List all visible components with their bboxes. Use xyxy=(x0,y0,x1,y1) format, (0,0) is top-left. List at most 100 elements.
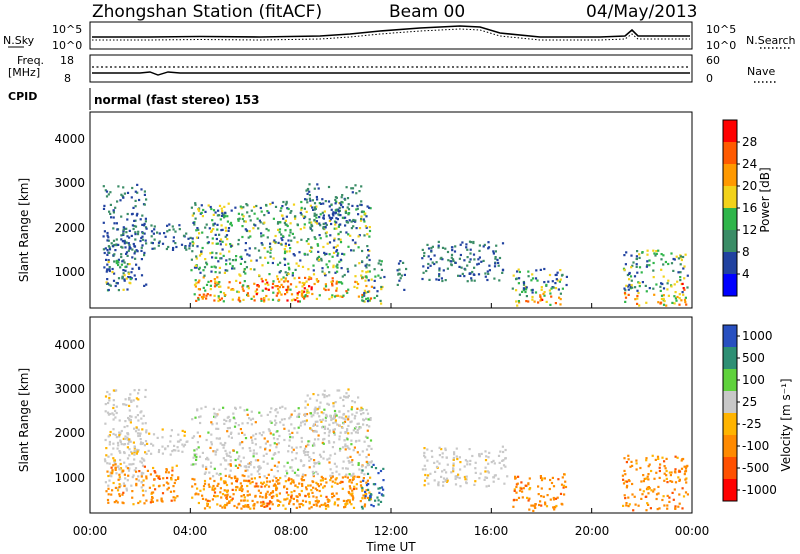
range-time-cell xyxy=(374,499,377,502)
range-time-cell xyxy=(315,496,318,499)
range-time-cell xyxy=(114,206,117,209)
range-time-cell xyxy=(225,243,228,246)
range-time-cell xyxy=(108,393,111,396)
range-time-cell xyxy=(133,446,136,449)
range-time-cell xyxy=(669,474,672,477)
range-time-cell xyxy=(214,450,218,453)
range-time-cell xyxy=(254,443,257,446)
range-time-cell xyxy=(306,288,309,291)
range-time-cell xyxy=(349,493,352,496)
range-time-cell xyxy=(337,213,340,216)
range-time-cell xyxy=(531,277,535,280)
range-time-cell xyxy=(431,245,434,248)
range-time-cell xyxy=(678,293,681,296)
range-time-cell xyxy=(314,420,317,423)
range-time-cell xyxy=(522,287,525,290)
range-time-cell xyxy=(632,509,635,512)
range-time-cell xyxy=(343,273,346,277)
range-time-cell xyxy=(315,407,318,411)
range-time-cell xyxy=(105,270,108,273)
range-time-cell xyxy=(214,453,217,456)
range-time-cell xyxy=(672,498,675,501)
range-time-cell xyxy=(478,477,481,480)
range-time-cell xyxy=(226,427,229,430)
range-time-cell xyxy=(241,225,244,228)
range-time-cell xyxy=(230,499,233,502)
range-time-cell xyxy=(194,217,197,220)
range-time-cell xyxy=(550,481,554,485)
range-time-cell xyxy=(372,505,375,508)
range-time-cell xyxy=(259,491,262,494)
range-time-cell xyxy=(686,464,689,467)
range-time-cell xyxy=(365,297,368,300)
range-time-cell xyxy=(421,257,424,260)
range-time-cell xyxy=(356,204,359,208)
range-time-cell xyxy=(130,271,133,274)
range-time-cell xyxy=(451,249,454,252)
range-time-cell xyxy=(483,478,486,481)
range-time-cell xyxy=(660,282,663,285)
range-time-cell xyxy=(525,286,528,289)
range-time-cell xyxy=(625,480,629,483)
range-time-cell xyxy=(246,413,249,416)
range-time-cell xyxy=(662,287,666,290)
range-time-cell xyxy=(124,265,127,269)
range-time-cell xyxy=(274,419,277,422)
range-time-cell xyxy=(450,264,453,267)
range-time-cell xyxy=(246,469,249,472)
range-time-cell xyxy=(441,456,444,459)
range-time-cell xyxy=(304,453,307,457)
range-time-cell xyxy=(453,453,456,456)
range-time-cell xyxy=(106,234,109,237)
range-time-cell xyxy=(645,457,648,460)
range-time-cell xyxy=(306,295,309,298)
range-time-cell xyxy=(246,253,249,256)
range-time-cell xyxy=(330,222,333,226)
range-time-cell xyxy=(316,183,319,186)
range-time-cell xyxy=(139,432,142,435)
range-time-cell xyxy=(316,222,319,225)
range-time-cell xyxy=(656,455,660,458)
range-time-cell xyxy=(260,299,263,302)
range-time-cell xyxy=(224,211,227,214)
range-time-cell xyxy=(658,507,661,510)
range-time-cell xyxy=(376,496,379,499)
station-title: Zhongshan Station (fitACF) xyxy=(92,2,322,22)
range-time-cell xyxy=(227,463,230,466)
range-time-cell xyxy=(287,478,290,481)
range-time-cell xyxy=(340,200,343,204)
range-time-cell xyxy=(339,447,342,450)
range-time-cell xyxy=(315,279,319,282)
range-time-cell xyxy=(298,251,301,254)
range-time-cell xyxy=(288,433,291,436)
range-time-cell xyxy=(424,468,427,471)
range-time-cell xyxy=(248,417,251,420)
range-time-cell xyxy=(223,489,226,492)
range-time-cell xyxy=(657,301,660,304)
range-time-cell xyxy=(247,287,250,290)
colorbar-tick-label: 4 xyxy=(742,267,750,281)
range-time-cell xyxy=(143,222,146,225)
range-time-cell xyxy=(314,500,317,503)
range-time-cell xyxy=(106,498,110,502)
range-time-cell xyxy=(357,235,360,238)
range-time-cell xyxy=(521,290,524,293)
range-time-cell xyxy=(657,249,660,252)
range-time-cell xyxy=(238,296,241,299)
range-time-cell xyxy=(273,239,276,242)
range-time-cell xyxy=(250,209,253,212)
range-time-cell xyxy=(441,246,445,249)
range-time-cell xyxy=(681,282,684,285)
range-time-cell xyxy=(267,211,270,214)
range-time-cell xyxy=(310,428,313,431)
range-time-cell xyxy=(226,220,229,223)
range-time-cell xyxy=(226,430,229,433)
range-time-cell xyxy=(396,283,399,286)
range-time-cell xyxy=(212,489,216,492)
range-time-cell xyxy=(287,450,290,453)
range-time-cell xyxy=(157,476,160,479)
range-time-cell xyxy=(126,467,129,470)
range-time-cell xyxy=(224,293,227,297)
range-time-cell xyxy=(452,458,455,461)
range-time-cell xyxy=(127,442,130,445)
